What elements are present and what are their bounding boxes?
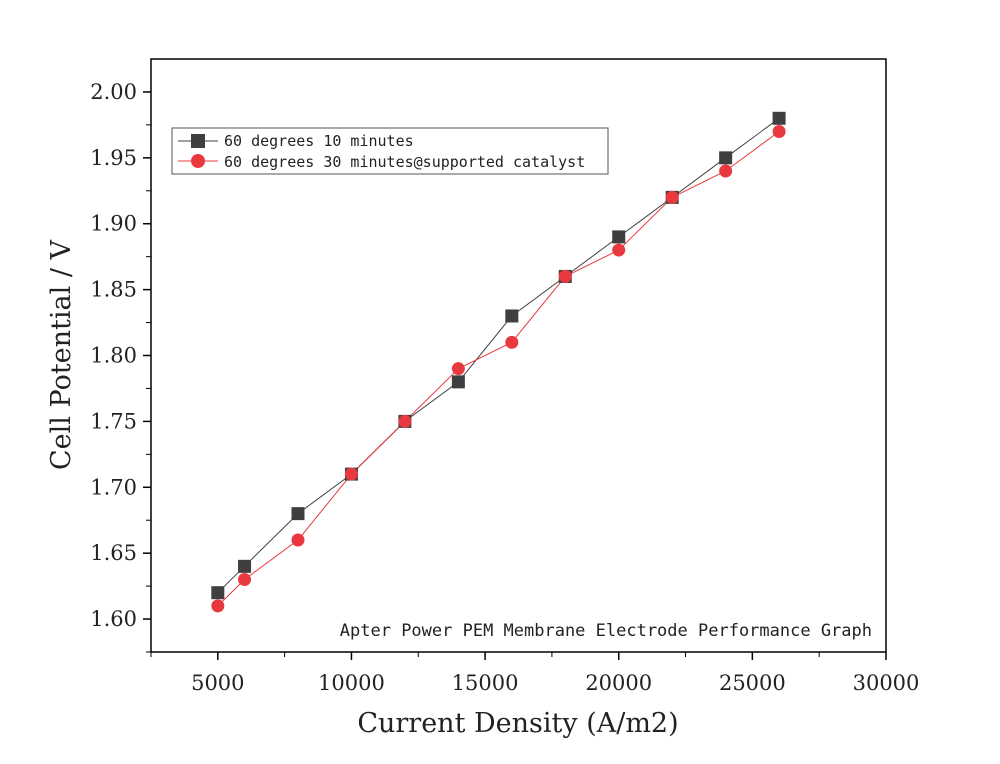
legend-label-series-2: 60 degrees 30 minutes@supported catalyst [224,153,585,171]
x-axis-title: Current Density (A/m2) [357,708,678,739]
legend: 60 degrees 10 minutes 60 degrees 30 minu… [171,127,609,175]
legend-marker-series-2 [191,154,205,168]
major-ticks [143,91,887,660]
series-1-point [772,111,786,125]
x-tick-label: 20000 [585,671,652,695]
y-tick-labels: 1.60 1.65 1.70 1.75 1.80 1.85 1.90 1.95 2.00 [90,80,137,631]
series-2-point [398,414,412,428]
series-2-point [772,124,786,138]
minor-ticks [146,124,820,657]
plot-frame [150,58,887,653]
x-tick-label: 5000 [191,671,244,695]
y-tick-label: 1.90 [90,212,137,236]
y-axis-title: Cell Potential / V [46,239,77,470]
series-2-point [505,335,519,349]
x-tick-label: 15000 [452,671,519,695]
series-1-point [719,151,733,165]
series-2-point [291,533,305,547]
series-1-point [291,507,305,521]
series-markers [211,111,786,613]
chart-annotation: Apter Power PEM Membrane Electrode Perfo… [340,621,872,641]
x-tick-labels: 5000 10000 15000 20000 25000 30000 [191,671,919,695]
series-2-point [344,467,358,481]
y-tick-label: 1.95 [90,146,137,170]
y-tick-label: 1.85 [90,278,137,302]
series-1-point [612,230,626,244]
series-2-point [238,573,252,587]
series-1-point [451,375,465,389]
y-tick-label: 1.80 [90,344,137,368]
series-line-2 [217,131,780,607]
x-tick-label: 25000 [719,671,786,695]
y-tick-label: 1.60 [90,607,137,631]
series-2-point [211,599,225,613]
series-2-point [665,190,679,204]
series-1-point [211,586,225,600]
y-tick-label: 1.70 [90,475,137,499]
series-2-point [719,164,733,178]
series-1-point [505,309,519,323]
series-lines [217,117,780,607]
series-line-1 [217,117,780,594]
legend-label-series-1: 60 degrees 10 minutes [224,132,414,150]
legend-marker-series-1 [191,134,205,148]
series-2-point [451,362,465,376]
y-tick-label: 2.00 [90,80,137,104]
y-tick-label: 1.75 [90,409,137,433]
y-tick-label: 1.65 [90,541,137,565]
x-tick-label: 30000 [853,671,920,695]
legend-box [171,127,609,175]
series-2-point [558,269,572,283]
series-2-point [612,243,626,257]
x-tick-label: 10000 [318,671,385,695]
series-1-point [238,559,252,573]
